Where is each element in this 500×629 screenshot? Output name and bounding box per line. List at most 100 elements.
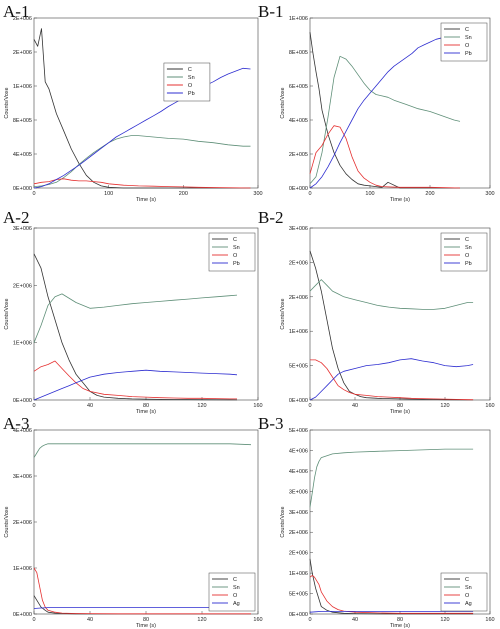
x-tick-label: 0 [32,191,35,197]
series-line-o [309,575,474,614]
x-tick-label: 200 [179,191,188,197]
y-tick-label: 4E+005 [13,152,32,158]
legend-label: Sn [233,585,240,591]
x-tick-label: 160 [253,403,262,409]
x-tick-label: 160 [253,617,262,623]
x-axis-label: Time (s) [136,623,156,629]
x-tick-label: 80 [143,403,149,409]
series-line-o [309,125,461,189]
y-tick-label: 0E+000 [13,398,32,404]
panel-label: A-3 [3,414,30,433]
y-axis-label: Counts/Voxe [4,506,10,537]
y-tick-label: 0E+000 [289,612,308,618]
chart-A-1: 0 100 200 300 0E+000 4E+005 8E+005 1E+006 2E+006… [4,16,263,203]
y-tick-label: 8E+005 [13,118,32,124]
y-tick-label: 1E+006 [13,566,32,572]
y-tick-label: 5E+006 [289,428,308,434]
series-line-c [33,28,251,189]
y-tick-label: 1E+006 [13,341,32,347]
series-line-ag [309,611,474,613]
panel-label: B-1 [258,2,284,21]
legend-label: O [465,253,470,259]
x-tick-label: 0 [308,191,311,197]
y-axis-label: Counts/Voxe [4,87,10,118]
legend-label: Sn [233,245,240,251]
series-line-c [309,558,474,615]
x-tick-label: 40 [352,403,358,409]
y-axis-label: Counts/Voxe [280,506,286,537]
x-axis-label: Time (s) [390,623,410,629]
chart-B-1: 0 100 200 300 0E+000 2E+005 4E+005 6E+005 8E+005… [280,16,495,203]
series-line-sn [309,279,474,310]
series-line-pb [309,34,461,189]
series-line-ag [33,607,251,609]
series-line-sn [309,448,474,508]
y-tick-label: 4E+006 [289,469,308,475]
y-tick-label: 0E+000 [13,186,32,192]
series-line-o [33,178,251,189]
legend-label: C [188,67,192,73]
y-tick-label: 3E+006 [289,510,308,516]
y-tick-label: 2E+006 [289,295,308,301]
series-line-o [33,567,251,615]
legend: C Sn O Pb [208,232,256,272]
series-line-c [309,32,460,189]
x-axis-label: Time (s) [136,409,156,415]
y-tick-label: 2E+006 [13,283,32,289]
x-tick-label: 300 [485,191,494,197]
x-tick-label: 0 [308,617,311,623]
y-tick-label: 5E+005 [289,592,308,598]
x-axis-label: Time (s) [390,409,410,415]
x-axis-label: Time (s) [136,197,156,203]
legend-label: Pb [233,261,240,267]
legend-label: Pb [465,261,472,267]
x-tick-label: 300 [253,191,262,197]
legend-label: Sn [465,35,472,41]
x-axis-label: Time (s) [390,197,410,203]
series-line-pb [33,67,251,189]
series-line-sn [33,443,252,458]
y-tick-label: 5E+005 [289,364,308,370]
legend-label: O [233,593,238,599]
legend-label: O [233,253,238,259]
series-line-pb [33,369,238,401]
series-line-o [310,359,474,401]
legend-label: C [465,27,469,33]
x-tick-label: 0 [308,403,311,409]
x-tick-label: 100 [104,191,113,197]
legend-label: Sn [465,585,472,591]
legend-label: C [465,577,469,583]
y-tick-label: 2E+006 [13,520,32,526]
x-tick-label: 100 [365,191,374,197]
y-tick-label: 3E+006 [13,226,32,232]
legend-label: C [465,237,469,243]
legend-label: O [465,593,470,599]
legend: C Sn O Pb [440,22,488,62]
x-tick-label: 40 [87,617,93,623]
y-tick-label: 6E+005 [289,84,308,90]
legend: C Sn O Pb [440,232,488,272]
y-tick-label: 0E+000 [289,398,308,404]
series-line-pb [309,358,474,401]
x-tick-label: 80 [143,617,149,623]
y-tick-label: 2E+005 [289,152,308,158]
chart-B-3: 0 40 80 120 160 0E+000 5E+005 1E+006 2E+006 2E+00… [280,428,495,629]
x-tick-label: 40 [87,403,93,409]
x-tick-label: 160 [485,403,494,409]
x-tick-label: 80 [397,617,403,623]
series-line-sn [309,55,461,185]
y-tick-label: 3E+006 [289,489,308,495]
x-tick-label: 80 [397,403,403,409]
legend-label: Pb [465,51,472,57]
y-tick-label: 2E+006 [289,551,308,557]
x-tick-label: 120 [197,403,206,409]
chart-A-2: 0 40 80 120 160 0E+000 1E+006 2E+006 3E+006 Time … [4,226,263,415]
y-axis-label: Counts/Voxe [280,87,286,118]
y-tick-label: 1E+006 [13,84,32,90]
x-tick-label: 200 [425,191,434,197]
legend-label: Ag [233,601,240,607]
chart-B-2: 0 40 80 120 160 0E+000 5E+005 1E+006 2E+006 2E+00… [280,226,495,415]
y-tick-label: 2E+006 [289,530,308,536]
legend: C Sn O Ag [208,572,256,612]
legend-label: C [233,237,237,243]
